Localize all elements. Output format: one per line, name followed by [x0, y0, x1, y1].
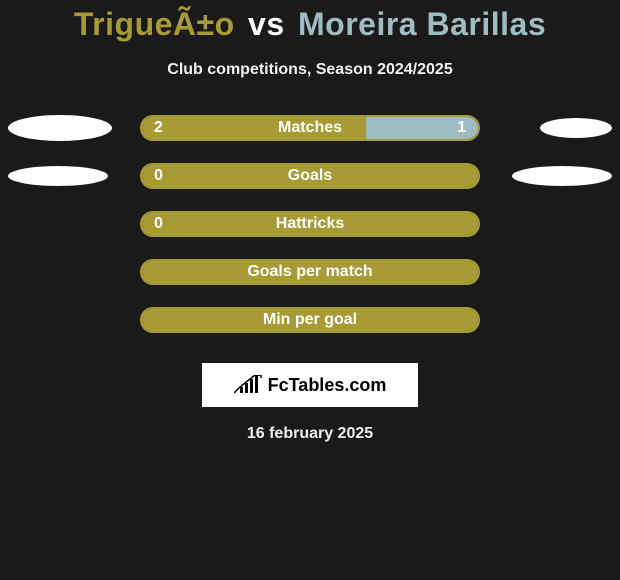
- stats-rows: 2 1 Matches 0 Goals 0 Hattricks Goals per match…: [0, 115, 620, 333]
- stat-value-left: 2: [154, 119, 163, 137]
- page-title: TrigueÃ±o vs Moreira Barillas: [0, 6, 620, 43]
- stat-row: 2 1 Matches: [0, 115, 620, 141]
- chart-icon: [234, 375, 264, 395]
- branding-text: FcTables.com: [268, 375, 387, 396]
- player-left-name: TrigueÃ±o: [74, 6, 235, 42]
- stat-value-left: 0: [154, 215, 163, 233]
- magnitude-left-icon: [8, 166, 108, 186]
- comparison-card: TrigueÃ±o vs Moreira Barillas Club compe…: [0, 0, 620, 443]
- stat-label: Goals per match: [247, 263, 372, 281]
- stat-value-left: 0: [154, 167, 163, 185]
- stat-label: Min per goal: [263, 311, 357, 329]
- stat-bar: 0 Hattricks: [140, 211, 480, 237]
- date-label: 16 february 2025: [0, 425, 620, 443]
- stat-row: Goals per match: [0, 259, 620, 285]
- magnitude-left-icon: [8, 115, 112, 141]
- stat-bar: 2 1 Matches: [140, 115, 480, 141]
- player-right-name: Moreira Barillas: [298, 6, 546, 42]
- stat-bar: 0 Goals: [140, 163, 480, 189]
- stat-row: Min per goal: [0, 307, 620, 333]
- stat-label: Goals: [288, 167, 332, 185]
- stat-bar: Goals per match: [140, 259, 480, 285]
- stat-row: 0 Goals: [0, 163, 620, 189]
- magnitude-right-icon: [512, 166, 612, 186]
- title-vs: vs: [248, 6, 285, 42]
- stat-label: Matches: [278, 119, 342, 137]
- branding-badge: FcTables.com: [202, 363, 418, 407]
- subtitle: Club competitions, Season 2024/2025: [0, 61, 620, 79]
- stat-bar: Min per goal: [140, 307, 480, 333]
- stat-value-right: 1: [457, 119, 466, 137]
- stat-row: 0 Hattricks: [0, 211, 620, 237]
- magnitude-right-icon: [540, 118, 612, 138]
- stat-label: Hattricks: [276, 215, 344, 233]
